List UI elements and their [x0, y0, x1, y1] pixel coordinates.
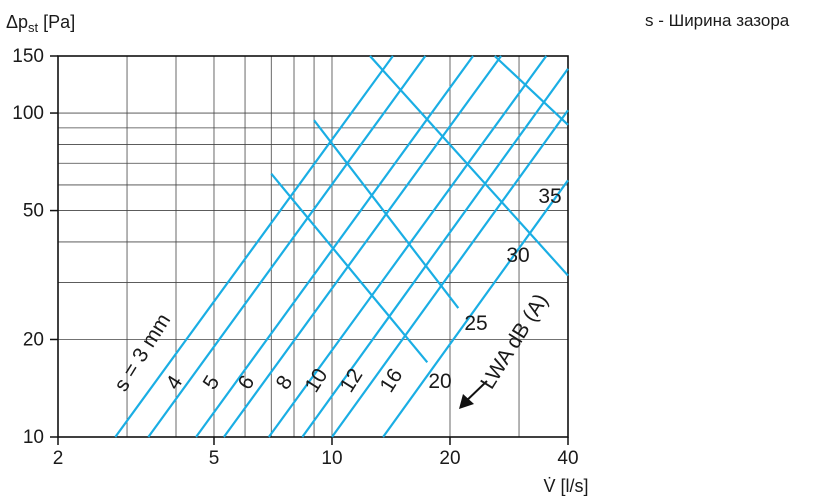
gap-curve [382, 179, 569, 438]
y-tick-label: 150 [12, 46, 44, 67]
noise-arrow-head [459, 394, 474, 409]
gap-curve [267, 55, 548, 438]
noise-curve-label: 20 [428, 370, 451, 393]
gap-curve [223, 55, 502, 438]
y-axis-title: Δpst [Pa] [6, 12, 75, 35]
x-tick-label: 10 [321, 448, 342, 469]
noise-curve [313, 119, 460, 309]
noise-curve-label: 30 [506, 244, 529, 267]
x-axis-title: V̇ [l/s] [543, 476, 588, 496]
gap-curve [331, 109, 569, 438]
gap-curve [147, 55, 427, 438]
legend-note: s - Ширина зазора [645, 11, 790, 30]
noise-curve-label: 25 [464, 312, 487, 335]
noise-axis-label: LWA dB (A) [476, 290, 552, 393]
y-tick-label: 100 [12, 103, 44, 124]
gap-curve-label: 6 [234, 372, 260, 394]
noise-curve-label: 35 [538, 185, 561, 208]
y-tick-label: 10 [23, 427, 44, 448]
curves [114, 55, 569, 438]
gap-curve-label: 5 [199, 372, 225, 394]
y-tick-label: 20 [23, 329, 44, 350]
gap-curve-label: 8 [272, 372, 298, 394]
gap-curve [114, 55, 394, 438]
gap-curve [301, 68, 569, 438]
noise-curve [493, 55, 569, 126]
x-tick-label: 2 [53, 448, 64, 469]
gap-curve-label: 10 [301, 365, 333, 397]
noise-curve [270, 172, 429, 364]
gap-curve-label: 12 [336, 365, 368, 397]
grid [50, 55, 569, 445]
y-tick-label: 50 [23, 201, 44, 222]
x-tick-label: 40 [557, 448, 578, 469]
noise-curve [369, 55, 569, 277]
x-tick-label: 20 [439, 448, 460, 469]
plot-frame [57, 55, 569, 438]
x-tick-label: 5 [209, 448, 220, 469]
